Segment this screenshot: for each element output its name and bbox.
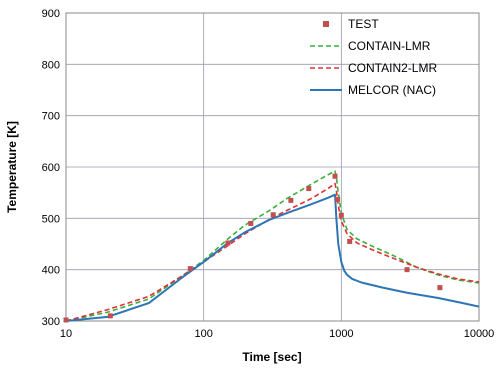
legend-label-test: TEST bbox=[348, 17, 379, 31]
series-line-melcor-nac bbox=[65, 193, 480, 322]
series-layer bbox=[63, 170, 480, 323]
x-axis-title: Time [sec] bbox=[242, 350, 301, 364]
data-point-test bbox=[288, 197, 294, 203]
data-point-test bbox=[63, 317, 69, 323]
x-tick-label: 1000 bbox=[329, 328, 353, 340]
legend-item-contain-lmr: CONTAIN-LMR bbox=[310, 39, 431, 53]
x-tick-label: 10 bbox=[60, 328, 72, 340]
legend-item-melcor-nac: MELCOR (NAC) bbox=[310, 83, 436, 97]
data-point-test bbox=[335, 196, 341, 202]
legend-item-contain2-lmr: CONTAIN2-LMR bbox=[310, 61, 437, 75]
data-point-test bbox=[225, 240, 231, 246]
plot-border bbox=[65, 12, 480, 322]
data-point-test bbox=[107, 313, 113, 319]
data-point-test bbox=[187, 266, 193, 272]
y-tick-label: 900 bbox=[42, 8, 60, 20]
y-axis-title: Temperature [K] bbox=[5, 121, 19, 213]
y-axis-ticks: 300 400 500 600 700 800 900 bbox=[42, 8, 60, 328]
series-line-contain2-lmr bbox=[65, 182, 480, 322]
y-tick-label: 800 bbox=[42, 59, 60, 71]
x-tick-label: 10000 bbox=[464, 328, 495, 340]
y-tick-label: 400 bbox=[42, 265, 60, 277]
data-point-test bbox=[437, 285, 443, 291]
data-point-test bbox=[270, 212, 276, 218]
y-tick-label: 500 bbox=[42, 213, 60, 225]
y-tick-label: 600 bbox=[42, 162, 60, 174]
data-point-test bbox=[248, 220, 254, 226]
data-point-test bbox=[306, 186, 312, 192]
data-point-test bbox=[332, 173, 338, 179]
series-line-contain-lmr bbox=[65, 170, 480, 322]
x-tick-label: 100 bbox=[194, 328, 212, 340]
y-tick-label: 300 bbox=[42, 316, 60, 328]
series-test bbox=[63, 173, 443, 323]
data-point-test bbox=[347, 238, 353, 244]
legend-label-melcor-nac: MELCOR (NAC) bbox=[348, 83, 436, 97]
y-tick-label: 700 bbox=[42, 111, 60, 123]
legend-item-test: TEST bbox=[323, 17, 379, 31]
legend-label-contain2-lmr: CONTAIN2-LMR bbox=[348, 61, 437, 75]
legend: TEST CONTAIN-LMR CONTAIN2-LMR MELCOR (NAC) bbox=[310, 17, 437, 97]
legend-label-contain-lmr: CONTAIN-LMR bbox=[348, 39, 431, 53]
legend-marker-test bbox=[323, 21, 329, 27]
x-axis-ticks: 10 100 1000 10000 bbox=[60, 328, 494, 340]
data-point-test bbox=[404, 267, 410, 273]
data-point-test bbox=[338, 212, 344, 218]
